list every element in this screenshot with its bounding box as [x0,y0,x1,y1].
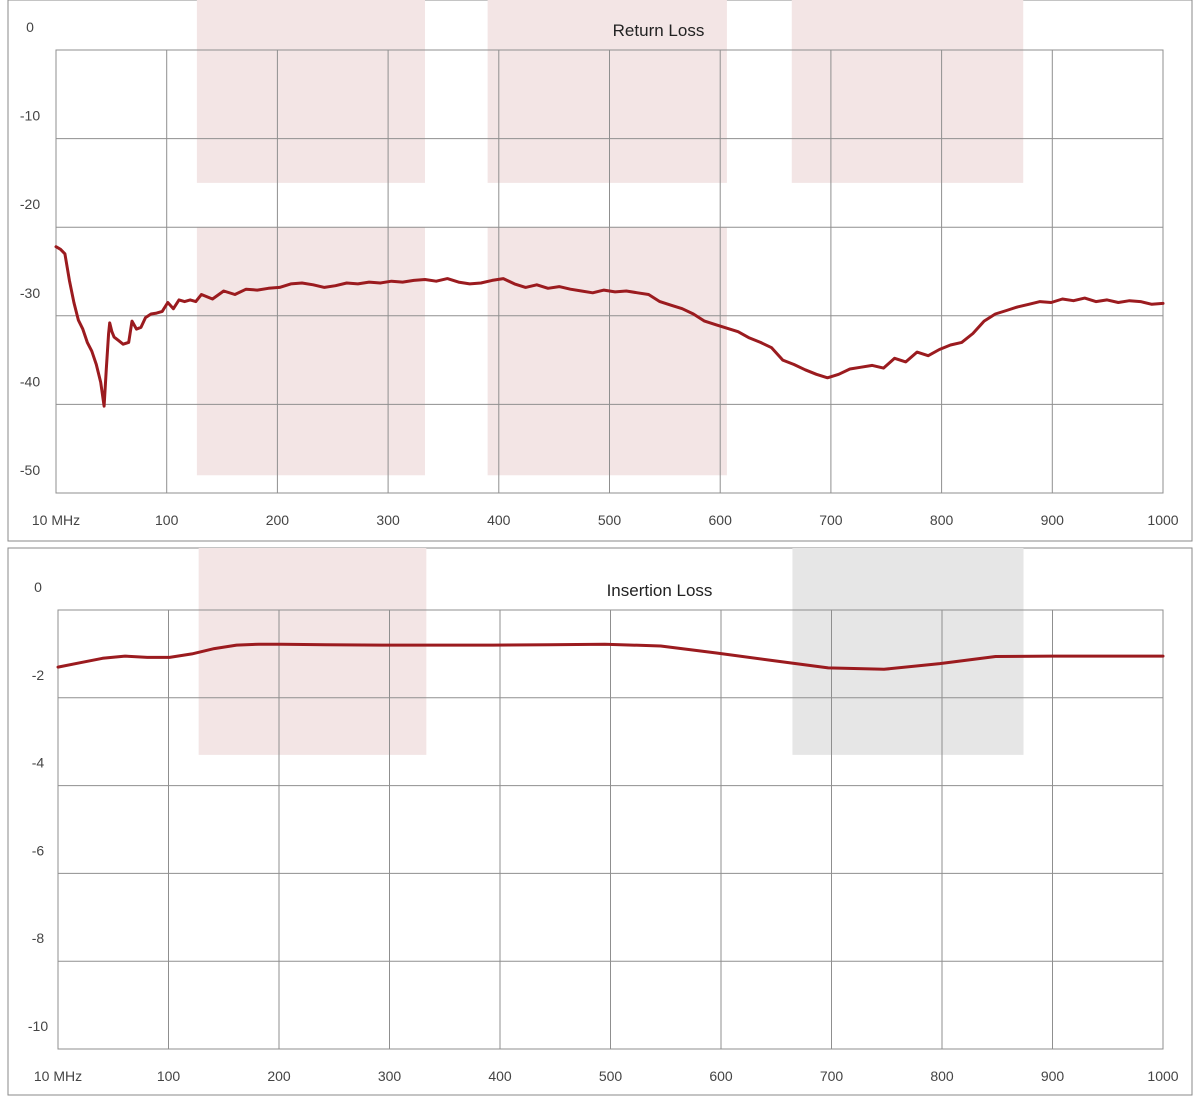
chart-1-x-tick-label: 800 [930,1068,954,1084]
chart-1-x-tick-label: 10 MHz [34,1068,82,1084]
chart-0-x-tick-label: 300 [376,512,400,528]
chart-0-x-tick-label: 800 [930,512,954,528]
chart-0-x-tick-label: 600 [709,512,733,528]
chart-0-band-3 [487,227,727,476]
chart-1-x-tick-label: 1000 [1147,1068,1178,1084]
chart-0-y-tick-label: -50 [20,462,40,478]
chart-1-title: Insertion Loss [607,581,713,600]
chart-1-x-tick-label: 400 [488,1068,512,1084]
chart-1-x-tick-label: 900 [1041,1068,1065,1084]
chart-0-x-tick-label: 10 MHz [32,512,80,528]
chart-0-band-1 [196,227,425,476]
chart-0-x-tick-label: 500 [598,512,622,528]
chart-0-band-2 [487,0,727,183]
chart-1-y-tick-label: -4 [32,755,45,771]
chart-1-plot-area [57,609,1164,1050]
chart-0-x-tick-label: 900 [1041,512,1065,528]
chart-1-band-1 [792,548,1024,755]
chart-0-plot-area [55,49,1164,494]
chart-0-series-line-0 [54,245,1165,408]
chart-1-y-tick-label: -2 [32,667,45,683]
chart-1-y-tick-label: -6 [32,842,45,858]
chart-0-x-tick-label: 400 [487,512,511,528]
chart-0-y-tick-label: -10 [20,108,40,124]
chart-0-x-tick-label: 1000 [1147,512,1178,528]
chart-0-x-tick-label: 700 [819,512,843,528]
chart-1-band-0 [198,548,427,755]
chart-1-x-tick-label: 700 [820,1068,844,1084]
chart-1-x-tick-label: 300 [378,1068,402,1084]
chart-1-x-tick-label: 200 [267,1068,291,1084]
chart-0-y-tick-label: -30 [20,285,40,301]
return-loss-chart: 10 MHz 100 200 300 400 500 600 700 800 900 1000 0 -1… [20,0,1179,528]
chart-0-x-tick-label: 200 [266,512,290,528]
chart-0-band-0 [196,0,425,183]
insertion-loss-chart: 10 MHz 100 200 300 400 500 600 700 800 900 1000 0 -2… [28,548,1179,1084]
chart-1-x-tick-label: 100 [157,1068,181,1084]
chart-1-y-tick-label: 0 [34,579,42,595]
chart-1-y-tick-label: -8 [32,930,45,946]
chart-0-y-tick-label: 0 [26,19,34,35]
chart-1-series-line-0 [56,642,1165,671]
chart-1-y-tick-label: -10 [28,1018,48,1034]
return-loss-chart-frame [7,0,1193,542]
chart-1-x-tick-label: 500 [599,1068,623,1084]
chart-0-y-tick-label: -20 [20,196,40,212]
chart-0-band-4 [791,0,1024,183]
chart-1-x-tick-label: 600 [709,1068,733,1084]
chart-0-x-tick-label: 100 [155,512,179,528]
chart-0-title: Return Loss [613,21,705,40]
chart-0-y-tick-label: -40 [20,373,40,389]
insertion-loss-chart-frame [7,547,1193,1096]
